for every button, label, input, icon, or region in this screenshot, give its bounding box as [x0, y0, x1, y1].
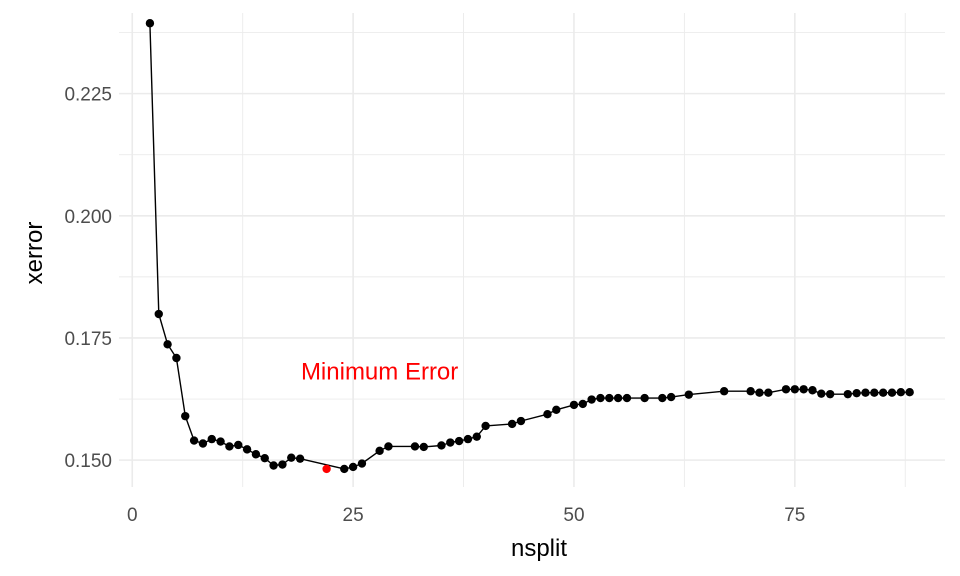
grid-minor — [119, 13, 945, 487]
x-tick-label: 0 — [127, 505, 138, 526]
data-point — [357, 459, 367, 468]
x-tick-label: 75 — [784, 505, 805, 526]
data-point — [225, 442, 234, 451]
data-point — [172, 353, 181, 363]
data-point — [887, 388, 897, 397]
data-point — [260, 453, 269, 463]
data-point — [878, 388, 888, 397]
data-point — [543, 409, 552, 419]
data-point — [817, 389, 826, 398]
data-point — [287, 453, 296, 462]
data-point — [578, 399, 587, 409]
data-point — [269, 461, 278, 470]
data-point — [472, 432, 481, 441]
y-tick-label: 0.200 — [64, 207, 112, 228]
data-point — [719, 387, 729, 396]
data-point — [587, 395, 596, 404]
data-point — [251, 450, 261, 459]
data-point — [189, 436, 199, 445]
data-point — [278, 460, 287, 469]
points-layer — [145, 19, 914, 474]
data-point — [605, 393, 614, 403]
data-point — [463, 434, 473, 444]
data-point — [781, 385, 791, 394]
x-tick-labels: 0 25 50 75 — [127, 505, 805, 526]
data-point — [516, 416, 526, 426]
data-point — [755, 388, 764, 397]
data-point — [658, 393, 667, 403]
data-point — [622, 393, 632, 403]
data-point — [843, 389, 853, 399]
data-point — [852, 388, 861, 398]
y-tick-labels: 0.150 0.175 0.200 0.225 — [64, 85, 112, 472]
x-tick-label: 50 — [563, 505, 584, 526]
y-axis-title: xerror — [21, 222, 48, 285]
data-point — [446, 438, 455, 447]
data-point — [799, 385, 808, 394]
data-point — [596, 393, 605, 403]
minimum-error-point — [322, 464, 331, 474]
data-point — [163, 340, 172, 349]
data-point — [410, 442, 420, 451]
data-point — [340, 464, 349, 474]
y-tick-label: 0.175 — [64, 329, 112, 350]
y-tick-label: 0.150 — [64, 451, 112, 472]
x-axis-title: nsplit — [511, 535, 567, 562]
data-point — [808, 386, 817, 395]
data-point — [154, 309, 163, 319]
data-point — [507, 419, 517, 429]
data-point — [666, 392, 676, 402]
data-point — [764, 388, 773, 397]
data-point — [145, 19, 155, 28]
data-point — [552, 405, 561, 414]
x-tick-label: 25 — [343, 505, 364, 526]
data-point — [207, 434, 216, 444]
data-point — [181, 411, 190, 421]
data-point — [640, 393, 649, 403]
data-point — [870, 388, 879, 397]
data-point — [454, 436, 464, 446]
series-line — [149, 23, 910, 470]
data-point — [790, 385, 800, 394]
data-point — [613, 393, 623, 403]
data-point — [242, 445, 252, 454]
annotation-label: Minimum Error — [301, 359, 458, 386]
y-tick-label: 0.225 — [64, 85, 112, 106]
data-point — [746, 387, 755, 396]
grid-major — [119, 13, 945, 487]
data-point — [348, 462, 358, 472]
data-point — [437, 441, 446, 450]
data-point — [684, 390, 694, 399]
data-point — [569, 400, 579, 410]
data-point — [481, 421, 490, 431]
data-point — [295, 454, 305, 463]
data-point — [896, 388, 906, 397]
data-point — [419, 442, 428, 452]
data-point — [861, 388, 870, 397]
series-layer — [149, 23, 910, 470]
data-point — [216, 437, 225, 446]
data-point — [234, 440, 243, 450]
data-point — [384, 442, 393, 451]
data-point — [905, 388, 914, 397]
data-point — [825, 389, 835, 399]
data-point — [198, 439, 208, 448]
data-point — [375, 446, 384, 456]
